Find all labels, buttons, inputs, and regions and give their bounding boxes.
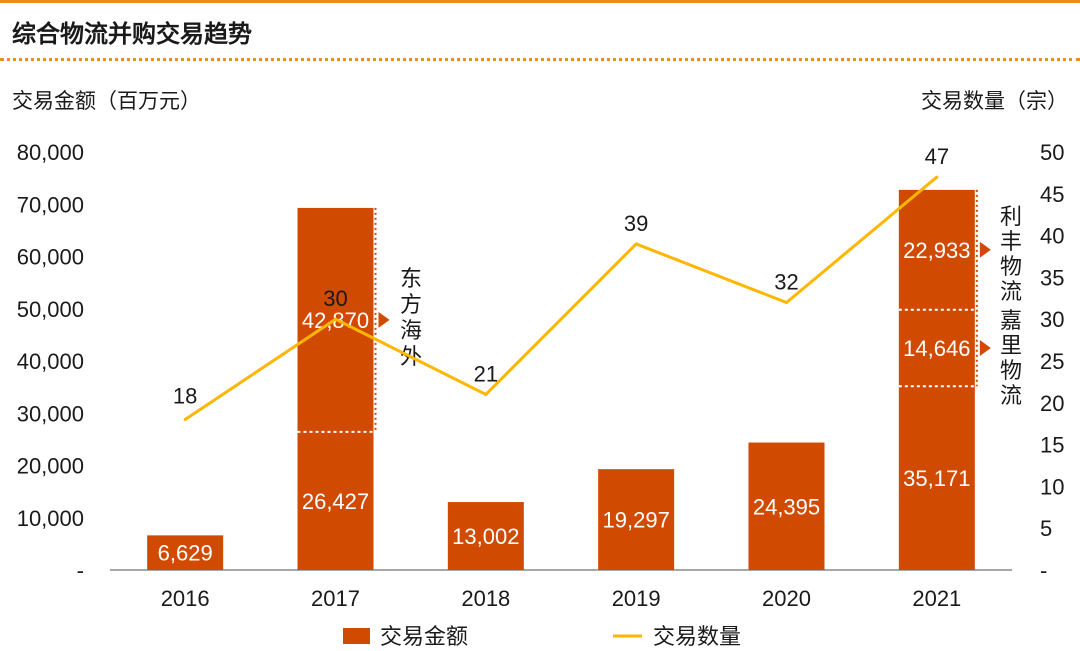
annotation-char: 利 — [1000, 205, 1022, 230]
left-tick-label: 80,000 — [17, 140, 84, 165]
line-point — [935, 175, 939, 179]
right-tick-label: 50 — [1040, 140, 1064, 165]
line-point — [634, 242, 638, 246]
right-tick-label: 45 — [1040, 182, 1064, 207]
bar-2020 — [748, 442, 825, 570]
annotation-char: 物 — [1000, 255, 1022, 280]
right-tick-label: 20 — [1040, 391, 1064, 416]
left-tick-label: 40,000 — [17, 349, 84, 374]
bar-2018 — [447, 502, 524, 570]
left-tick-label: 60,000 — [17, 245, 84, 270]
x-tick-label: 2017 — [311, 586, 360, 611]
bar-value-label: 13,002 — [452, 524, 519, 549]
bar-value-label: 6,629 — [158, 541, 213, 566]
line-value-label: 47 — [925, 144, 949, 169]
right-axis-title: 交易数量（宗） — [921, 89, 1068, 113]
annotation-2021-mid-arrow — [979, 339, 991, 356]
right-tick-label: 5 — [1040, 516, 1052, 541]
x-tick-label: 2021 — [912, 586, 961, 611]
annotation-char: 东 — [400, 267, 422, 292]
annotation-char: 丰 — [1000, 230, 1022, 255]
title-divider — [0, 58, 1080, 61]
bar-value-label: 24,395 — [753, 494, 820, 519]
left-tick-label: - — [77, 558, 84, 583]
bar-value-label: 19,297 — [603, 508, 670, 533]
bar-2019 — [598, 469, 675, 570]
line-point — [334, 317, 337, 321]
annotation-char: 方 — [400, 293, 422, 318]
bar-2017 — [297, 207, 374, 571]
annotation-2017-arrow — [378, 311, 390, 328]
left-tick-label: 10,000 — [17, 506, 84, 531]
x-tick-label: 2019 — [612, 586, 661, 611]
bar-value-label: 14,646 — [903, 336, 970, 361]
x-tick-label: 2016 — [161, 586, 210, 611]
line-point — [484, 392, 488, 396]
line-value-label: 18 — [173, 384, 197, 409]
x-tick-label: 2018 — [461, 586, 510, 611]
right-tick-label: 25 — [1040, 349, 1064, 374]
x-tick-label: 2020 — [762, 586, 811, 611]
legend-line-label: 交易数量 — [653, 625, 741, 650]
left-tick-label: 70,000 — [17, 192, 84, 217]
legend-bar-swatch — [343, 628, 370, 644]
right-tick-label: 30 — [1040, 307, 1064, 332]
line-value-label: 32 — [774, 269, 798, 294]
right-tick-label: - — [1040, 558, 1047, 583]
deal-count-line — [184, 175, 938, 421]
left-tick-label: 20,000 — [17, 454, 84, 479]
annotation-2021-top-arrow — [979, 241, 991, 258]
line-point — [785, 300, 788, 304]
bar-value-label: 35,171 — [903, 466, 970, 491]
annotation-char: 里 — [1000, 334, 1022, 359]
annotation-char: 流 — [1000, 280, 1022, 305]
line-value-label: 39 — [624, 211, 648, 236]
annotation-char: 流 — [1000, 384, 1022, 409]
line-value-label: 21 — [474, 361, 498, 386]
right-tick-label: 10 — [1040, 474, 1064, 499]
bar-2021 — [898, 189, 975, 570]
left-tick-label: 30,000 — [17, 401, 84, 426]
right-tick-label: 40 — [1040, 224, 1064, 249]
chart-title: 综合物流并购交易趋势 — [12, 20, 252, 48]
top-rule — [0, 0, 1080, 3]
right-tick-label: 35 — [1040, 265, 1064, 290]
annotation-char: 海 — [400, 319, 422, 344]
line-point — [183, 418, 187, 422]
left-axis-title: 交易金额（百万元） — [12, 89, 201, 113]
bar-2016 — [147, 535, 224, 570]
annotation-char: 嘉 — [1000, 309, 1022, 334]
annotation-char: 物 — [1000, 359, 1022, 384]
line-value-label: 30 — [323, 286, 347, 311]
right-tick-label: 15 — [1040, 433, 1064, 458]
bar-value-label: 26,427 — [302, 489, 369, 514]
bar-value-label: 22,933 — [903, 238, 970, 263]
legend-bar-label: 交易金额 — [380, 625, 468, 650]
left-tick-label: 50,000 — [17, 297, 84, 322]
